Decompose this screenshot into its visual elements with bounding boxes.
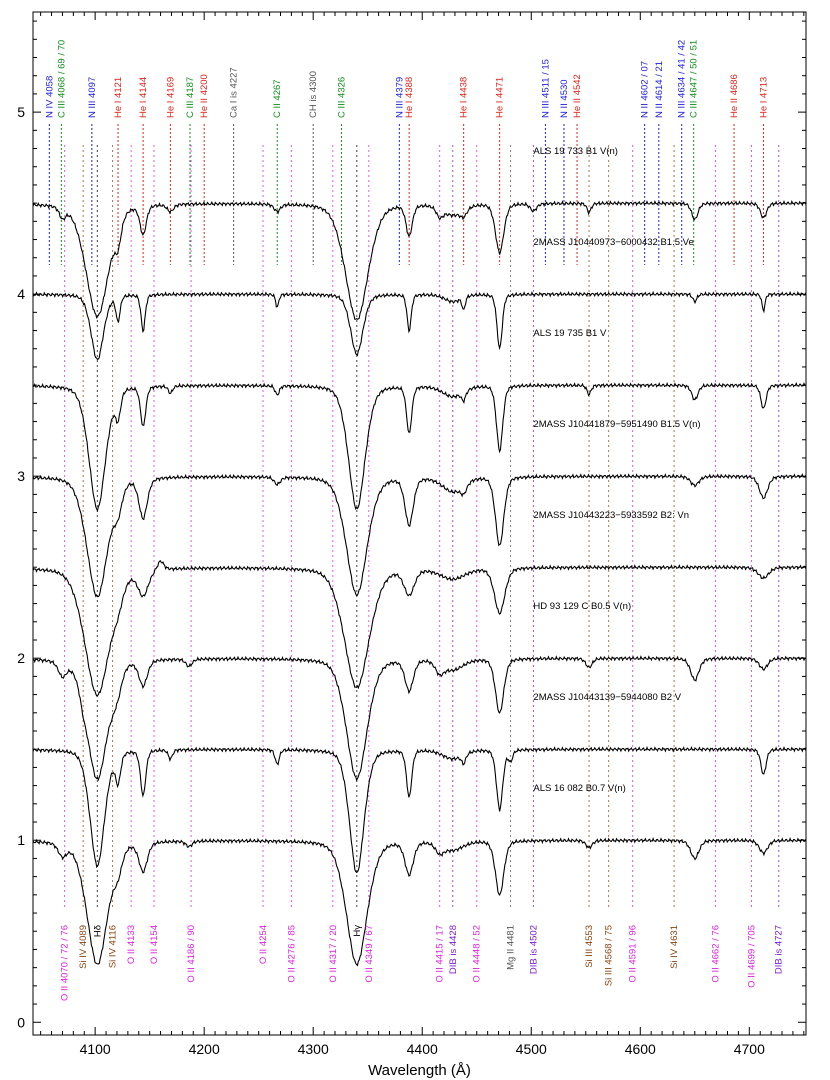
top-line-label: N III 4097	[87, 77, 98, 118]
x-tick-label: 4300	[298, 1041, 329, 1057]
top-line-label: N II 4530	[559, 79, 570, 118]
bottom-line-label: DIB is 4502	[528, 925, 539, 974]
bottom-line-label: O II 4186 / 90	[186, 925, 197, 983]
top-line-label: He I 4438	[459, 77, 470, 118]
bottom-line-label: O II 4415 / 17	[435, 925, 446, 983]
spectrum-line	[32, 560, 807, 697]
bottom-line-label: Si III 4568 / 75	[604, 925, 615, 986]
spectrum-line	[32, 837, 807, 967]
top-line-label: C III 4647 / 50 / 51	[689, 40, 700, 118]
top-line-label: N II 4602 / 07	[640, 61, 651, 118]
bottom-line-label: O II 4133	[126, 925, 137, 964]
top-line-label: He I 4388	[404, 77, 415, 118]
bottom-line-label: DIB is 4428	[448, 925, 459, 974]
bottom-line-label: O II 4349 / 67	[364, 925, 375, 983]
x-axis-title: Wavelength (Å)	[368, 1062, 471, 1079]
top-line-label: He II 4200	[199, 74, 210, 118]
spectrum-label: 2MASS J10441879−5951490 B1.5 V(n)	[533, 419, 700, 430]
top-line-label: N III 4511 / 15	[540, 59, 551, 118]
top-line-label: C III 4068 / 69 / 70	[56, 40, 67, 118]
spectrum-labels: ALS 19 733 B1 V(n) 2MASS J10440973−600043…	[533, 146, 700, 794]
top-line-label: N III 4379	[394, 77, 405, 118]
spectrum-label: HD 93 129 C B0.5 V(n)	[533, 601, 631, 612]
spectrum-label: 2MASS J10440973−6000432 B1.5 Ve	[533, 237, 693, 248]
top-line-label: CH is 4300	[308, 71, 319, 118]
spectrum-label: ALS 19 733 B1 V(n)	[533, 146, 618, 157]
top-line-label: He I 4144	[138, 77, 149, 118]
x-tick-label: 4600	[625, 1041, 656, 1057]
x-tick-label: 4500	[516, 1041, 547, 1057]
spectrum-label: ALS 19 735 B1 V	[533, 328, 607, 339]
axes: 4100 4200 4300 4400 4500 4600 4700 0 1 2 3 4 5	[17, 11, 807, 1057]
y-tick-label: 1	[17, 832, 25, 848]
spectrum-line	[32, 381, 806, 513]
top-line-label: C II 4267	[272, 79, 283, 118]
bottom-line-label: O II 4070 / 72 / 76	[60, 925, 71, 1001]
top-line-label: He I 4471	[495, 77, 506, 118]
bottom-line-label: Si III 4553	[584, 925, 595, 968]
y-tick-label: 0	[17, 1014, 25, 1030]
bottom-line-label: O II 4317 / 20	[328, 925, 339, 983]
spectrum-line	[32, 745, 807, 873]
top-line-label: C III 4187	[185, 77, 196, 118]
bottom-line-label: O II 4699 / 705	[746, 925, 757, 988]
spectrum-line	[32, 290, 807, 361]
top-line-labels: N IV 4058 C III 4068 / 69 / 70 N III 4097 H…	[44, 40, 769, 118]
bottom-line-label: O II 4448 / 52	[472, 925, 483, 983]
bottom-line-label: Mg II 4481	[506, 925, 517, 970]
y-tick-label: 3	[17, 468, 25, 484]
plot-frame	[32, 11, 807, 1036]
spectrum-line	[32, 199, 807, 320]
bottom-line-label: O II 4276 / 85	[286, 925, 297, 983]
y-tick-label: 2	[17, 650, 25, 666]
tick-lines	[48, 124, 780, 910]
top-line-label: N II 4614 / 21	[654, 61, 665, 118]
spectra	[32, 199, 807, 967]
top-line-label: N III 4634 / 41 / 42	[677, 40, 688, 118]
top-line-label: Ca I is 4227	[229, 67, 240, 118]
bottom-line-labels: O II 4070 / 72 / 76 Si IV 4089 Hδ Si IV 411…	[60, 925, 785, 1001]
top-line-label: He I 4169	[165, 77, 176, 118]
bottom-line-label: O II 4254	[258, 925, 269, 964]
bottom-line-label: Si IV 4116	[108, 925, 119, 968]
top-line-label: He I 4713	[758, 77, 769, 118]
top-line-label: He II 4542	[572, 74, 583, 118]
x-tick-label: 4200	[189, 1041, 220, 1057]
y-tick-label: 5	[17, 104, 25, 120]
bottom-line-label: DIB is 4727	[774, 925, 785, 974]
bottom-line-label: Si IV 4631	[669, 925, 680, 969]
bottom-line-label: Si IV 4089	[78, 925, 89, 969]
x-tick-label: 4700	[734, 1041, 765, 1057]
top-line-label: N IV 4058	[44, 76, 55, 118]
bottom-line-label: O II 4662 / 76	[711, 925, 722, 983]
top-line-label: He II 4686	[729, 74, 740, 118]
y-tick-label: 4	[17, 286, 25, 302]
x-tick-label: 4100	[80, 1041, 111, 1057]
bottom-line-label: O II 4591 / 96	[628, 925, 639, 983]
top-line-label: C III 4326	[337, 77, 348, 118]
bottom-line-label: Hδ	[92, 925, 103, 937]
top-line-label: He I 4121	[113, 77, 124, 118]
spectrum-line	[32, 655, 806, 782]
spectrum-line	[32, 472, 807, 598]
x-tick-label: 4400	[407, 1041, 438, 1057]
spectrum-label: 2MASS J10443139−5944080 B2 V	[533, 692, 681, 703]
spectrum-label: ALS 16 082 B0.7 V(n)	[533, 783, 625, 794]
spectrum-label: 2MASS J10443223−5933592 B2: Vn	[533, 510, 689, 521]
bottom-line-label: Hγ	[352, 925, 363, 937]
bottom-line-label: O II 4154	[149, 925, 160, 964]
